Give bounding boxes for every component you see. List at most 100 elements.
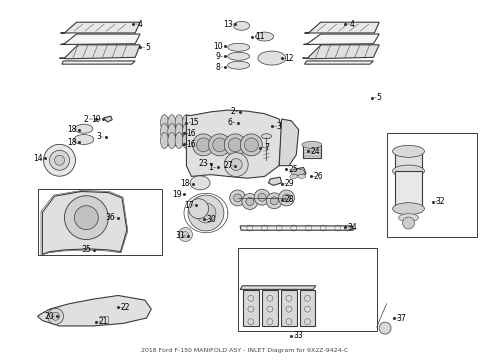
Text: 25: 25 xyxy=(289,165,298,174)
Polygon shape xyxy=(395,171,422,209)
Circle shape xyxy=(224,134,246,156)
Text: 29: 29 xyxy=(284,179,294,188)
Text: 15: 15 xyxy=(189,118,198,127)
Text: 12: 12 xyxy=(284,54,294,63)
Circle shape xyxy=(74,206,98,230)
Text: 3: 3 xyxy=(277,122,282,131)
Circle shape xyxy=(246,198,254,206)
Text: 5: 5 xyxy=(377,93,382,102)
Text: 21: 21 xyxy=(98,317,108,326)
Text: 19: 19 xyxy=(172,190,181,199)
Ellipse shape xyxy=(161,132,169,149)
Text: 32: 32 xyxy=(436,197,445,206)
Polygon shape xyxy=(262,291,278,326)
Circle shape xyxy=(230,159,242,171)
Circle shape xyxy=(267,193,282,209)
Circle shape xyxy=(65,196,108,239)
Text: 28: 28 xyxy=(284,195,294,204)
Text: 11: 11 xyxy=(255,32,265,41)
Text: 6: 6 xyxy=(228,118,233,127)
Ellipse shape xyxy=(168,114,176,131)
Polygon shape xyxy=(305,22,379,33)
Text: 18: 18 xyxy=(67,138,76,147)
Text: 16: 16 xyxy=(187,129,196,138)
Polygon shape xyxy=(300,291,315,326)
Ellipse shape xyxy=(258,51,286,65)
Ellipse shape xyxy=(392,145,424,157)
Polygon shape xyxy=(59,45,140,59)
Circle shape xyxy=(241,134,262,156)
Polygon shape xyxy=(305,61,373,64)
Text: 1: 1 xyxy=(208,163,213,172)
Polygon shape xyxy=(60,22,140,33)
Polygon shape xyxy=(269,177,282,185)
Text: 37: 37 xyxy=(396,314,406,323)
Circle shape xyxy=(230,190,245,206)
Ellipse shape xyxy=(262,134,271,139)
Circle shape xyxy=(44,144,75,176)
Ellipse shape xyxy=(175,114,183,131)
Ellipse shape xyxy=(74,135,94,144)
Text: 36: 36 xyxy=(106,213,116,222)
Circle shape xyxy=(270,197,278,205)
Polygon shape xyxy=(304,34,379,44)
Ellipse shape xyxy=(175,132,183,149)
Circle shape xyxy=(278,190,294,206)
Ellipse shape xyxy=(168,132,176,149)
Bar xyxy=(238,248,377,330)
Ellipse shape xyxy=(302,141,322,148)
Text: 4: 4 xyxy=(138,19,143,28)
Text: 31: 31 xyxy=(176,231,185,240)
Polygon shape xyxy=(281,291,297,326)
Text: 18: 18 xyxy=(181,179,190,188)
Text: 30: 30 xyxy=(206,215,216,224)
Polygon shape xyxy=(62,61,135,64)
Circle shape xyxy=(283,194,291,202)
Circle shape xyxy=(379,322,391,334)
Ellipse shape xyxy=(392,203,424,215)
Circle shape xyxy=(48,308,64,324)
Polygon shape xyxy=(60,34,140,44)
Polygon shape xyxy=(303,145,320,158)
Text: 19: 19 xyxy=(91,114,101,123)
Polygon shape xyxy=(303,45,379,59)
Text: 27: 27 xyxy=(223,161,233,170)
Ellipse shape xyxy=(190,176,210,190)
Polygon shape xyxy=(294,167,306,176)
Circle shape xyxy=(51,312,60,320)
Text: 17: 17 xyxy=(184,201,194,210)
Text: 16: 16 xyxy=(187,140,196,149)
Circle shape xyxy=(193,134,215,156)
Circle shape xyxy=(258,193,266,201)
Circle shape xyxy=(188,195,224,231)
Polygon shape xyxy=(103,116,112,122)
Text: 23: 23 xyxy=(199,159,208,168)
Polygon shape xyxy=(240,286,316,289)
Circle shape xyxy=(213,138,226,152)
Text: 18: 18 xyxy=(67,125,76,134)
Text: 9: 9 xyxy=(216,52,220,61)
Polygon shape xyxy=(186,110,282,178)
Circle shape xyxy=(182,231,189,238)
Text: 33: 33 xyxy=(294,332,304,341)
Text: 5: 5 xyxy=(145,43,150,52)
Text: 8: 8 xyxy=(216,63,220,72)
Circle shape xyxy=(224,153,248,176)
Polygon shape xyxy=(43,192,127,254)
Circle shape xyxy=(178,228,193,242)
Circle shape xyxy=(242,194,258,210)
Polygon shape xyxy=(162,127,191,136)
Text: 22: 22 xyxy=(121,303,130,312)
Polygon shape xyxy=(243,291,259,326)
Text: 14: 14 xyxy=(33,154,42,163)
Text: 4: 4 xyxy=(350,19,355,28)
Polygon shape xyxy=(395,151,422,171)
Circle shape xyxy=(49,150,70,170)
Text: 34: 34 xyxy=(347,223,357,232)
Ellipse shape xyxy=(297,175,306,179)
Ellipse shape xyxy=(182,114,191,131)
Text: 2018 Ford F-150 MANIFOLD ASY - INLET Diagram for 9X2Z-9424-C: 2018 Ford F-150 MANIFOLD ASY - INLET Dia… xyxy=(142,348,348,353)
Text: 2: 2 xyxy=(230,107,235,116)
Text: 26: 26 xyxy=(314,172,323,181)
Polygon shape xyxy=(279,119,299,166)
